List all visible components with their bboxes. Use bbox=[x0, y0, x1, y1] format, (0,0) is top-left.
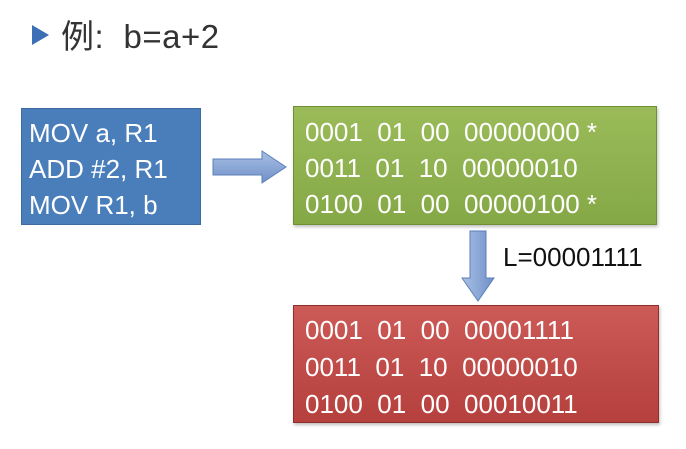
relocated-code-line: 0100 01 00 00010011 bbox=[305, 389, 578, 419]
load-address-label: L=00001111 bbox=[503, 242, 643, 272]
down-arrow-icon bbox=[461, 230, 495, 302]
relocated-code-box: 0001 01 00 00001111 0011 01 10 00000010 … bbox=[293, 305, 659, 423]
assembly-line: ADD #2, R1 bbox=[29, 154, 168, 184]
assembly-code-box: MOV a, R1 ADD #2, R1 MOV R1, b bbox=[21, 108, 201, 225]
relocated-code-line: 0001 01 00 00001111 bbox=[305, 315, 574, 345]
triangle-bullet-icon bbox=[32, 25, 49, 45]
machine-code-line: 0001 01 00 00000000 * bbox=[305, 117, 598, 147]
right-arrow-icon bbox=[212, 150, 287, 184]
machine-code-line: 0011 01 10 00000010 bbox=[305, 153, 578, 183]
machine-code-line: 0100 01 00 00000100 * bbox=[305, 189, 598, 219]
relocated-code-line: 0011 01 10 00000010 bbox=[305, 352, 578, 382]
machine-code-box: 0001 01 00 00000000 * 0011 01 10 0000001… bbox=[293, 106, 657, 225]
slide-title-text: 例: b=a+2 bbox=[61, 18, 220, 55]
slide-title: 例: b=a+2 bbox=[32, 12, 220, 56]
assembly-line: MOV R1, b bbox=[29, 190, 158, 220]
assembly-line: MOV a, R1 bbox=[29, 118, 158, 148]
